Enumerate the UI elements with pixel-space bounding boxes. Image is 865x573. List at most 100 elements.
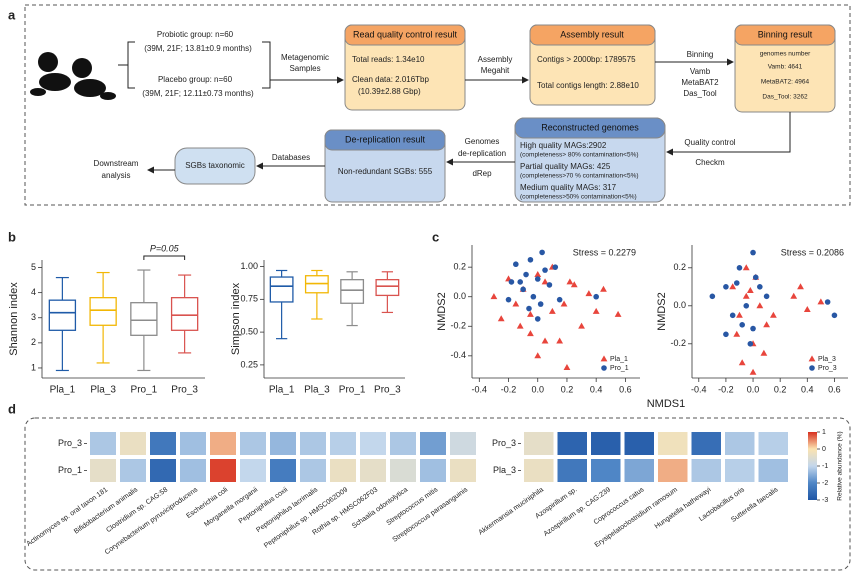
panel-frame — [24, 417, 851, 571]
box — [48, 299, 77, 331]
heat-cell — [758, 432, 788, 455]
point — [729, 283, 737, 290]
point — [803, 306, 811, 312]
point — [709, 293, 716, 300]
box-line: MetaBAT2: 4964 — [761, 79, 810, 86]
x-tick-label: 0.2 — [774, 384, 787, 394]
annotation: Stress = 0.2086 — [781, 247, 844, 257]
box-line: genomes number — [760, 51, 811, 58]
heat-cell — [210, 459, 236, 482]
edge-label: Binning — [687, 50, 714, 59]
edge-label: MetaBAT2 — [681, 78, 719, 87]
point — [736, 265, 743, 271]
x-tick-label: Pla_3 — [90, 385, 116, 396]
heat-cell — [591, 459, 621, 482]
legend-label: Pro_1 — [610, 365, 629, 372]
point — [756, 302, 764, 309]
edge-label: Assembly — [478, 55, 513, 64]
point — [817, 298, 825, 305]
x-tick-label: -0.4 — [472, 384, 488, 394]
heat-cell — [557, 432, 587, 455]
edge-label: Metagenomic — [281, 53, 329, 62]
heat-cell — [210, 432, 236, 455]
point — [593, 293, 599, 300]
point — [763, 293, 770, 300]
point — [516, 322, 524, 329]
legend-symbol — [600, 355, 608, 362]
point — [552, 264, 559, 270]
x-tick-label: -0.4 — [691, 384, 707, 394]
row-label: Pro_3 — [58, 438, 82, 448]
point — [831, 312, 838, 319]
point — [824, 299, 831, 305]
x-tick-label: 0.0 — [531, 384, 544, 394]
x-tick-label: Pro_3 — [171, 385, 198, 396]
point — [526, 305, 532, 312]
heat-cell — [658, 432, 688, 455]
point — [760, 349, 768, 356]
point — [763, 321, 771, 328]
group-detail: (39M, 21F; 13.81±0.9 months) — [144, 44, 252, 53]
y-tick-label: 0.75 — [240, 294, 258, 304]
significance-bracket — [143, 255, 186, 260]
heat-cell — [120, 459, 146, 482]
point — [534, 276, 541, 282]
legend-label: Pla_1 — [610, 356, 628, 363]
box-title: Binning result — [758, 29, 813, 39]
point — [752, 274, 759, 281]
y-tick-label: 1.00 — [240, 261, 258, 271]
y-tick-label: 0.0 — [673, 300, 686, 310]
box-line: Vamb: 4641 — [768, 64, 803, 71]
edge-label: de-replication — [458, 149, 506, 158]
column-label: Azospirillum sp. CAG:239 — [543, 486, 612, 538]
arrow — [666, 112, 791, 156]
box-header — [734, 24, 836, 46]
box-title: Assembly result — [560, 29, 624, 39]
point — [556, 296, 563, 303]
heat-cell — [390, 432, 416, 455]
y-tick-label: -0.4 — [450, 350, 466, 360]
heat-cell — [300, 432, 326, 455]
box — [269, 276, 294, 303]
edge-label: Quality control — [684, 138, 735, 147]
y-tick-label: -0.2 — [450, 321, 466, 331]
y-tick-label: 0.25 — [240, 359, 258, 369]
point — [723, 284, 729, 290]
point — [517, 279, 524, 285]
point — [527, 256, 534, 263]
edge-label: Samples — [289, 64, 320, 73]
colorbar-tick-label: -2 — [822, 480, 828, 487]
heat-cell — [240, 432, 266, 455]
box-line: (completeness> 80% contamination<5%) — [520, 152, 639, 159]
colorbar-tick-label: 0 — [822, 446, 826, 453]
bracket — [262, 41, 271, 89]
colorbar-tick-label: 1 — [822, 429, 826, 436]
group-name: Probiotic group: n=60 — [157, 30, 234, 39]
point — [738, 359, 746, 366]
box-line: Total contigs length: 2.88e10 — [537, 81, 639, 90]
heat-cell — [300, 459, 326, 482]
colorbar-label: Relative abundance (%) — [837, 431, 844, 500]
panel-label: b — [8, 229, 16, 244]
y-axis-label: NMDS2 — [656, 292, 668, 331]
y-tick-label: 0.2 — [673, 262, 686, 272]
heat-cell — [658, 459, 688, 482]
annotation: P=0.05 — [150, 243, 180, 253]
panel-label: c — [432, 229, 439, 244]
edge-label: Checkm — [695, 158, 725, 167]
y-tick-label: -0.2 — [670, 338, 686, 348]
heat-cell — [360, 432, 386, 455]
box — [170, 297, 199, 331]
point — [578, 322, 585, 329]
point — [541, 278, 549, 285]
point — [530, 293, 537, 300]
heat-cell — [240, 459, 266, 482]
box-header — [529, 24, 656, 46]
heat-cell — [557, 459, 587, 482]
box-line: Clean data: 2.016Tbp — [352, 75, 429, 84]
baby-icons — [30, 52, 116, 100]
column-label: Hungatella hathewayi — [654, 486, 713, 530]
annotation: Stress = 0.2279 — [573, 247, 636, 257]
y-tick-label: 4 — [31, 287, 36, 297]
point — [729, 312, 736, 319]
